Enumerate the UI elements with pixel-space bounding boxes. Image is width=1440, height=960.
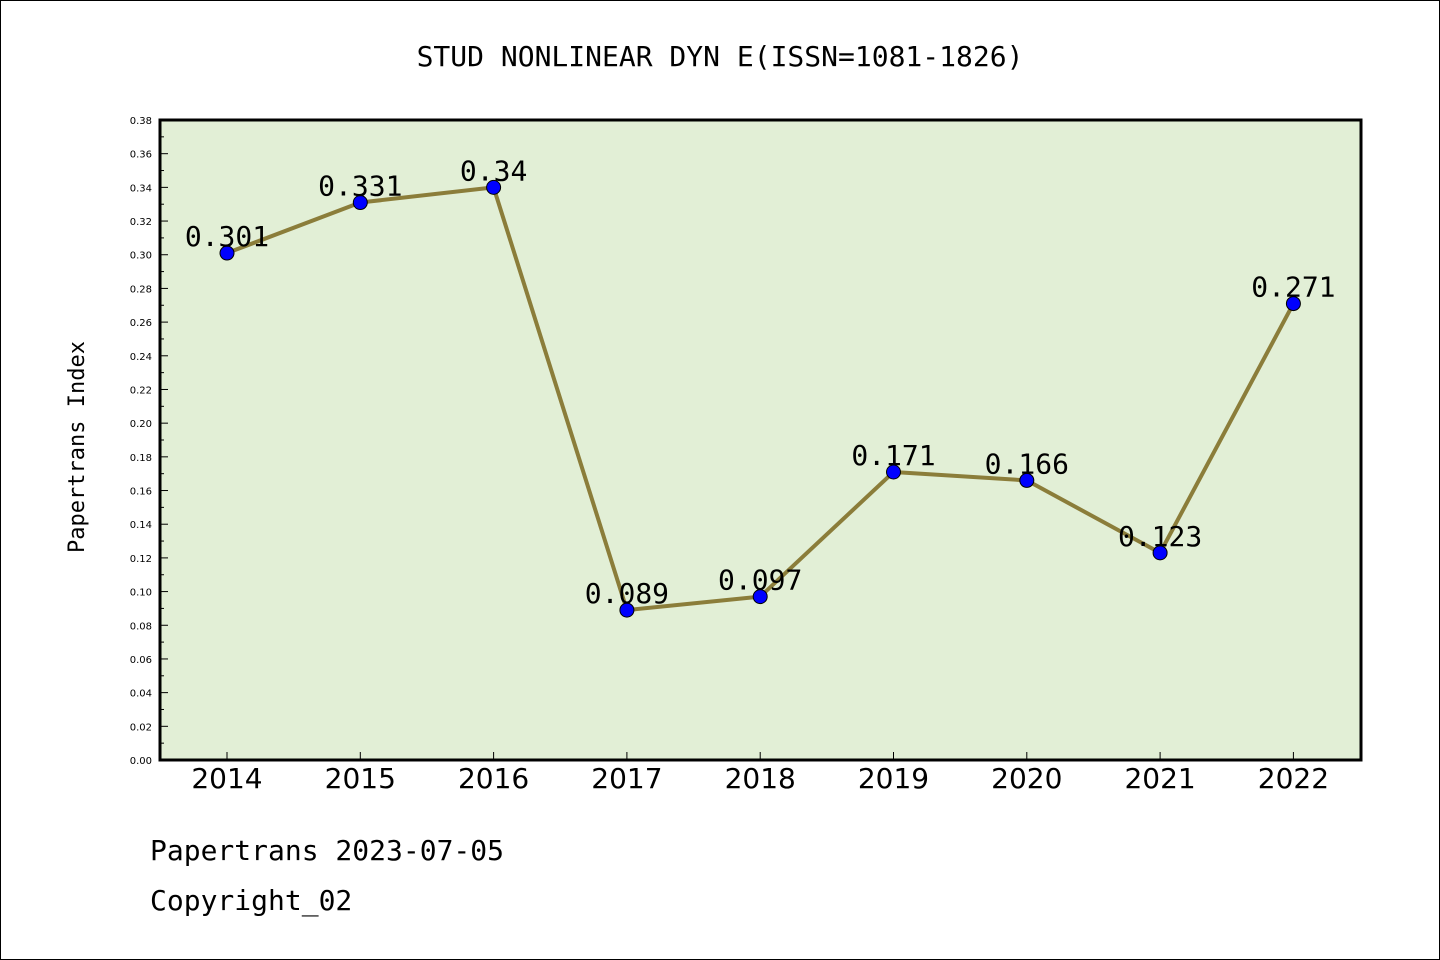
- x-tick-label: 2017: [591, 762, 662, 795]
- data-point-marker: [1152, 545, 1168, 561]
- x-tick-label: 2018: [725, 762, 796, 795]
- data-label: 0.34: [460, 154, 527, 187]
- x-tick-label: 2019: [858, 762, 929, 795]
- y-tick-label: 0.24: [130, 352, 152, 363]
- data-point-marker: [352, 195, 368, 211]
- data-point-marker: [486, 179, 502, 195]
- data-label: 0.097: [718, 564, 802, 597]
- x-axis: 2014 2015 2016 2017 2018 2019 2020 2021 2022: [191, 752, 1329, 795]
- data-label: 0.123: [1118, 520, 1202, 553]
- data-label: 0.271: [1251, 271, 1335, 304]
- y-tick-label: 0.04: [130, 689, 152, 700]
- data-label: 0.089: [585, 577, 669, 610]
- x-tick-label: 2016: [458, 762, 529, 795]
- data-label: 0.171: [851, 439, 935, 472]
- data-label: 0.331: [318, 170, 402, 203]
- data-labels: 0.301 0.331 0.34 0.089 0.097 0.171 0.166 0.123 0…: [185, 154, 1336, 610]
- x-tick-label: 2021: [1124, 762, 1195, 795]
- y-tick-label: 0.12: [130, 554, 152, 565]
- data-point-marker: [1019, 472, 1035, 488]
- y-tick-label: 0.14: [130, 520, 152, 531]
- plot-area: [158, 118, 1363, 762]
- x-tick-label: 2022: [1258, 762, 1329, 795]
- data-point-marker: [219, 245, 235, 261]
- y-tick-label: 0.38: [130, 116, 152, 127]
- y-tick-label: 0.34: [130, 183, 152, 194]
- y-tick-label: 0.32: [130, 217, 152, 228]
- y-axis-label: Papertrans Index: [65, 341, 90, 553]
- y-tick-label: 0.30: [130, 251, 152, 262]
- y-axis: 0.00 0.02 0.04 0.06 0.08 0.10 0.12 0.14 0.16 0.18…: [130, 116, 168, 767]
- data-point-marker: [752, 589, 768, 605]
- y-tick-label: 0.18: [130, 453, 152, 464]
- data-point-marker: [886, 464, 901, 480]
- data-label: 0.166: [985, 447, 1069, 480]
- y-tick-label: 0.20: [130, 419, 152, 430]
- data-point-marker: [1285, 296, 1301, 312]
- x-tick-label: 2014: [191, 762, 262, 795]
- y-tick-label: 0.02: [130, 722, 152, 733]
- footer-date-text: Papertrans 2023-07-05: [150, 834, 505, 867]
- data-label: 0.301: [185, 220, 269, 253]
- y-tick-label: 0.16: [130, 487, 152, 498]
- y-tick-label: 0.10: [130, 588, 152, 599]
- y-tick-label: 0.22: [130, 385, 152, 396]
- y-tick-label: 0.00: [130, 756, 152, 767]
- x-tick-label: 2015: [325, 762, 396, 795]
- y-tick-label: 0.28: [130, 284, 152, 295]
- chart-title: STUD NONLINEAR DYN E(ISSN=1081-1826): [417, 40, 1024, 73]
- y-tick-label: 0.36: [130, 150, 152, 161]
- footer-copyright-text: Copyright_02: [150, 884, 353, 917]
- data-point-marker: [619, 602, 635, 618]
- x-tick-label: 2020: [991, 762, 1062, 795]
- y-tick-label: 0.26: [130, 318, 152, 329]
- y-tick-label: 0.06: [130, 655, 152, 666]
- series-line: [219, 179, 1301, 618]
- y-tick-label: 0.08: [130, 621, 152, 632]
